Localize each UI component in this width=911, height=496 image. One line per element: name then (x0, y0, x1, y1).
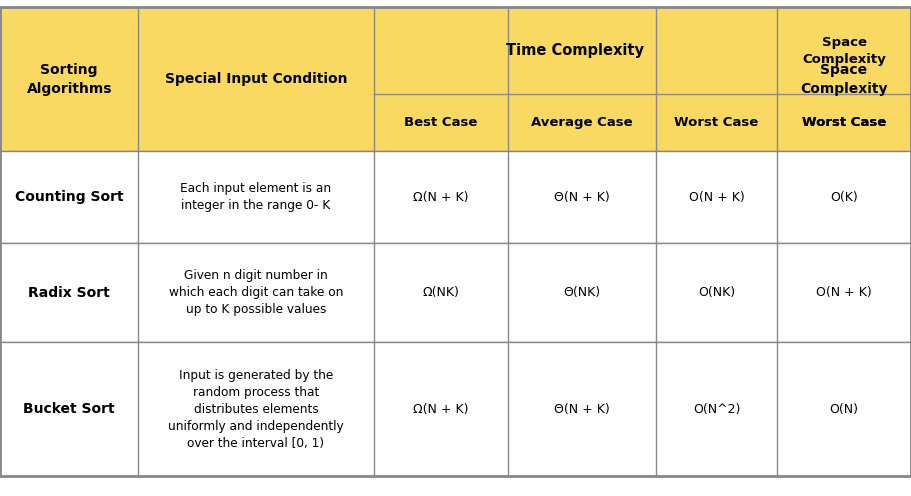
Text: Ω(N + K): Ω(N + K) (414, 190, 468, 204)
Text: Time Complexity: Time Complexity (507, 43, 644, 59)
Bar (138, 342, 374, 476)
Bar (508, 151, 656, 243)
Text: Θ(NK): Θ(NK) (564, 286, 600, 299)
Text: Ω(N + K): Ω(N + K) (414, 403, 468, 416)
Text: O(N): O(N) (830, 403, 858, 416)
Bar (138, 7, 374, 151)
Bar (374, 342, 508, 476)
Text: Worst Case: Worst Case (674, 116, 759, 129)
Text: Θ(N + K): Θ(N + K) (554, 403, 610, 416)
Bar (0, 151, 911, 243)
Text: O(K): O(K) (830, 190, 858, 204)
Bar (656, 151, 777, 243)
Bar (0, 151, 138, 243)
Text: Each input element is an
integer in the range 0- K: Each input element is an integer in the … (180, 182, 332, 212)
Bar (656, 243, 777, 342)
Bar (0, 243, 138, 342)
Bar (0, 243, 911, 342)
Text: O(N + K): O(N + K) (816, 286, 872, 299)
Text: O(N^2): O(N^2) (692, 403, 741, 416)
Text: Given n digit number in
which each digit can take on
up to K possible values: Given n digit number in which each digit… (169, 269, 343, 316)
Text: O(N + K): O(N + K) (689, 190, 744, 204)
Bar (508, 94, 656, 151)
Bar (138, 243, 374, 342)
Bar (374, 94, 508, 151)
Text: Space
Complexity: Space Complexity (800, 63, 888, 96)
Bar (138, 151, 374, 243)
Bar (777, 7, 911, 151)
Text: Special Input Condition: Special Input Condition (165, 72, 347, 86)
Text: Counting Sort: Counting Sort (15, 190, 124, 204)
Bar (0, 7, 911, 151)
Text: Ω(NK): Ω(NK) (423, 286, 459, 299)
Bar (656, 94, 777, 151)
Text: Worst Case: Worst Case (802, 116, 886, 129)
Text: Sorting
Algorithms: Sorting Algorithms (26, 63, 112, 96)
Bar (777, 342, 911, 476)
Bar (777, 151, 911, 243)
Text: Input is generated by the
random process that
distributes elements
uniformly and: Input is generated by the random process… (169, 369, 343, 450)
Bar (374, 243, 508, 342)
Bar (777, 243, 911, 342)
Text: O(NK): O(NK) (698, 286, 735, 299)
Bar (508, 342, 656, 476)
Text: Θ(N + K): Θ(N + K) (554, 190, 610, 204)
Bar (656, 342, 777, 476)
Text: Average Case: Average Case (531, 116, 633, 129)
Bar (0, 7, 138, 151)
Text: Radix Sort: Radix Sort (28, 286, 110, 300)
Bar (508, 243, 656, 342)
Text: Space
Complexity: Space Complexity (803, 36, 885, 66)
Bar (374, 7, 777, 94)
Bar (777, 7, 911, 151)
Bar (0, 342, 138, 476)
Text: Worst Case: Worst Case (802, 116, 886, 129)
Text: Bucket Sort: Bucket Sort (24, 402, 115, 416)
Text: Best Case: Best Case (404, 116, 477, 129)
Bar (0, 342, 911, 476)
Bar (374, 151, 508, 243)
